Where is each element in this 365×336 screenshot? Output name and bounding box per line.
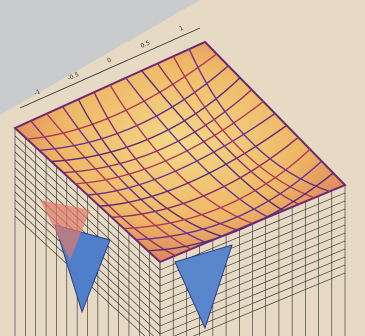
surface-curve (77, 99, 222, 237)
axis: -1 -0.5 0 0.5 1 (19, 25, 201, 109)
surface-curve (61, 106, 207, 244)
background-wall (0, 0, 200, 115)
surface-curve (30, 120, 176, 257)
surface-curve (135, 160, 323, 241)
surface-curve (75, 101, 264, 185)
surface-curve (172, 56, 315, 199)
axis-label: 1 (178, 25, 185, 33)
surface-curve (141, 70, 284, 212)
grid-line (14, 159, 161, 295)
surface-curve (109, 84, 253, 225)
surface-curve (111, 136, 299, 219)
surface-curve (99, 124, 288, 207)
grid-line (159, 240, 346, 319)
axis-label: 0.5 (140, 39, 152, 49)
grid-line (14, 151, 161, 287)
surface-lobe (174, 244, 233, 330)
surface-side (40, 200, 90, 260)
surface-curve (27, 53, 218, 140)
surface-curves (27, 48, 334, 257)
grid-line (159, 248, 346, 327)
surface-curve (93, 91, 238, 231)
grid-line (14, 135, 161, 271)
surface-curve (123, 148, 311, 230)
grid-line (192, 272, 346, 336)
surface-curve (51, 77, 241, 163)
axis-label: -1 (33, 88, 41, 97)
surface-curve (188, 48, 330, 193)
surface-curve (46, 113, 192, 250)
axis-line (19, 27, 201, 109)
grid-line (159, 256, 346, 335)
axis-label: 0 (106, 57, 113, 65)
grid-line (173, 264, 346, 336)
surface-curve (156, 63, 300, 205)
surface-curve (63, 89, 253, 174)
surface-curve (147, 172, 334, 252)
axis-label: -0.5 (67, 71, 81, 82)
surface-curve (87, 112, 276, 196)
